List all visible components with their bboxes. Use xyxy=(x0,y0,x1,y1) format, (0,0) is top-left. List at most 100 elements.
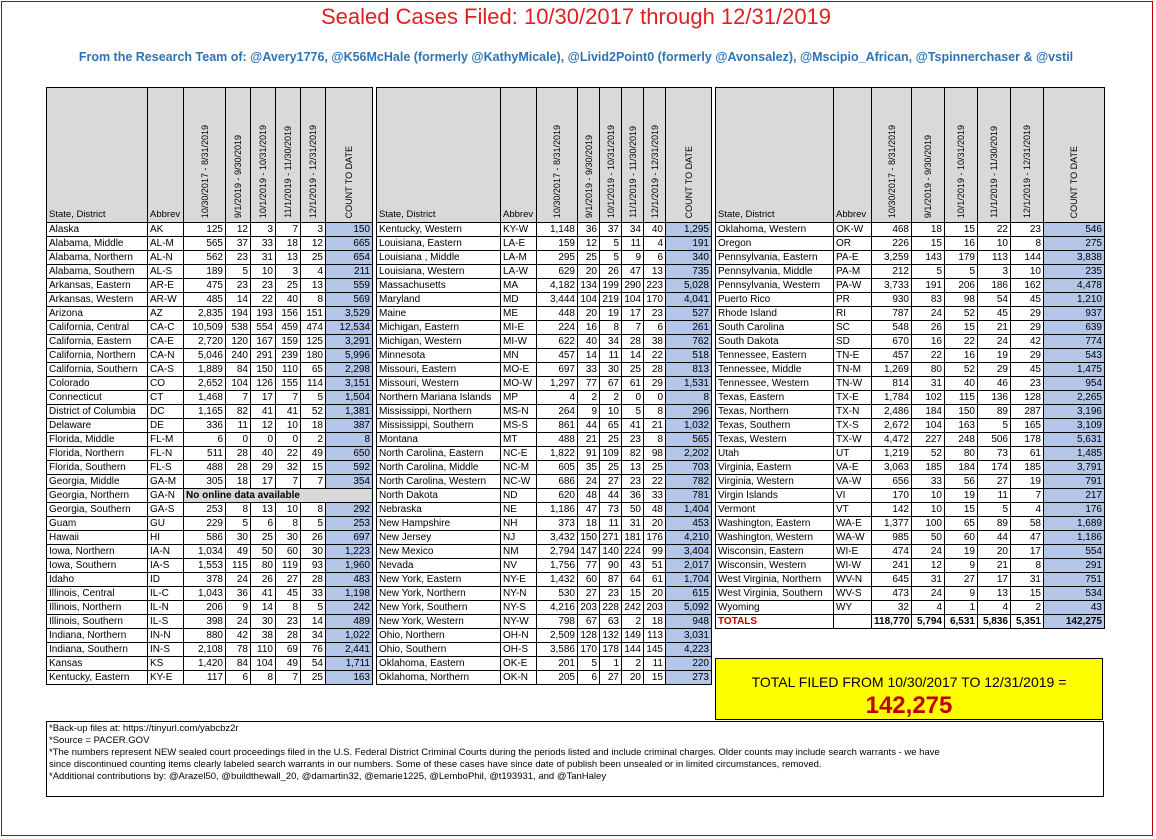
period-value-cell: 125 xyxy=(183,222,226,237)
column-header-period: 12/1/2019 - 12/31/2019 xyxy=(643,87,666,223)
period-value-cell: 8 xyxy=(599,320,622,335)
period-value-cell: 33 xyxy=(911,474,945,489)
table-row: Arkansas, Eastern AR-E 475 23 23 25 13 559 xyxy=(46,278,373,293)
period-value-cell: 22 xyxy=(250,292,276,307)
district-cell: Ohio, Northern xyxy=(376,628,501,643)
count-to-date-cell: 261 xyxy=(665,320,712,335)
abbrev-cell: MA xyxy=(500,278,537,293)
abbrev-cell: TX-W xyxy=(833,432,872,447)
period-value-cell: 670 xyxy=(871,334,912,349)
period-value-cell: 25 xyxy=(275,278,301,293)
count-to-date-cell: 3,196 xyxy=(1043,404,1105,419)
period-value-cell: 10,509 xyxy=(183,320,226,335)
period-value-cell: 73 xyxy=(599,502,622,517)
district-cell: Kansas xyxy=(46,656,148,671)
totals-value-cell: 5,794 xyxy=(911,614,945,629)
count-to-date-cell: 543 xyxy=(1043,348,1105,363)
period-value-cell: 7 xyxy=(275,670,301,685)
period-value-cell: 21 xyxy=(643,418,666,433)
district-cell: Rhode Island xyxy=(715,306,834,321)
period-value-cell: 13 xyxy=(250,502,276,517)
period-value-cell: 29 xyxy=(250,460,276,475)
table-row: Florida, Southern FL-S 488 28 29 32 15 592 xyxy=(46,460,373,475)
column-header-period-label: 9/1/2019 - 9/30/2019 xyxy=(923,134,933,218)
column-header-period-label: 10/1/2019 - 10/31/2019 xyxy=(258,124,268,218)
period-value-cell: 18 xyxy=(225,474,251,489)
abbrev-cell: WV-S xyxy=(833,586,872,601)
table-row: Alabama, Northern AL-N 562 23 31 13 25 654 xyxy=(46,250,373,265)
period-value-cell: 47 xyxy=(1010,530,1044,545)
abbrev-cell: NY-N xyxy=(500,586,537,601)
period-value-cell: 686 xyxy=(536,474,578,489)
abbrev-cell: DE xyxy=(147,418,184,433)
period-value-cell: 89 xyxy=(977,516,1011,531)
period-value-cell: 475 xyxy=(183,278,226,293)
period-value-cell: 128 xyxy=(1010,390,1044,405)
period-value-cell: 15 xyxy=(911,236,945,251)
abbrev-cell: IN-N xyxy=(147,628,184,643)
period-value-cell: 37 xyxy=(599,222,622,237)
period-value-cell: 179 xyxy=(944,250,978,265)
period-value-cell: 5 xyxy=(944,264,978,279)
abbrev-cell: TN-W xyxy=(833,376,872,391)
period-value-cell: 193 xyxy=(250,306,276,321)
table-row: Alabama, Middle AL-M 565 37 33 18 12 665 xyxy=(46,236,373,251)
period-value-cell: 125 xyxy=(300,334,326,349)
period-value-cell: 20 xyxy=(621,670,644,685)
table-row: Washington, Eastern WA-E 1,377 100 65 89 58 1,6… xyxy=(715,516,1105,531)
period-value-cell: 10 xyxy=(275,502,301,517)
period-value-cell: 44 xyxy=(977,530,1011,545)
period-value-cell: 10 xyxy=(250,264,276,279)
period-value-cell: 25 xyxy=(599,460,622,475)
period-value-cell: 6 xyxy=(225,670,251,685)
table-row: Florida, Middle FL-M 6 0 0 0 2 8 xyxy=(46,432,373,447)
period-value-cell: 34 xyxy=(300,628,326,643)
period-value-cell: 134 xyxy=(577,278,600,293)
district-cell: Idaho xyxy=(46,572,148,587)
period-value-cell: 23 xyxy=(621,432,644,447)
note-line: *Back-up files at: https://tinyurl.com/y… xyxy=(49,723,239,734)
count-to-date-cell: 5,092 xyxy=(665,600,712,615)
period-value-cell: 7 xyxy=(275,390,301,405)
period-value-cell: 43 xyxy=(621,558,644,573)
period-value-cell: 8 xyxy=(300,502,326,517)
table-row: Indiana, Northern IN-N 880 42 38 28 34 1,022 xyxy=(46,628,373,643)
district-cell: Maryland xyxy=(376,292,501,307)
count-to-date-cell: 1,704 xyxy=(665,572,712,587)
table-row: Georgia, Middle GA-M 305 18 17 7 7 354 xyxy=(46,474,373,489)
count-to-date-cell: 176 xyxy=(1043,502,1105,517)
count-to-date-cell: 296 xyxy=(665,404,712,419)
count-to-date-cell: 762 xyxy=(665,334,712,349)
abbrev-cell: NM xyxy=(500,544,537,559)
period-value-cell: 20 xyxy=(643,516,666,531)
period-value-cell: 18 xyxy=(911,222,945,237)
abbrev-cell: FL-N xyxy=(147,446,184,461)
abbrev-cell: VA-W xyxy=(833,474,872,489)
district-cell: Kentucky, Eastern xyxy=(46,670,148,685)
abbrev-cell: LA-W xyxy=(500,264,537,279)
totals-row: TOTALS 118,770 5,794 6,531 5,836 5,351 142,275 xyxy=(715,614,1105,629)
count-to-date-cell: 518 xyxy=(665,348,712,363)
abbrev-cell: FL-M xyxy=(147,432,184,447)
abbrev-cell: OH-S xyxy=(500,642,537,657)
abbrev-cell: AL-M xyxy=(147,236,184,251)
district-cell: Ohio, Southern xyxy=(376,642,501,657)
district-cell: Alaska xyxy=(46,222,148,237)
period-value-cell: 291 xyxy=(250,348,276,363)
table-row: Michigan, Western MI-W 622 40 34 28 38 762 xyxy=(376,334,712,349)
district-cell: Texas, Western xyxy=(715,432,834,447)
district-cell: Pennsylvania, Western xyxy=(715,278,834,293)
period-value-cell: 36 xyxy=(621,488,644,503)
period-value-cell: 219 xyxy=(599,292,622,307)
district-cell: Colorado xyxy=(46,376,148,391)
count-to-date-cell: 3,529 xyxy=(325,306,373,321)
column-header-period: 12/1/2019 - 12/31/2019 xyxy=(1010,87,1044,223)
count-to-date-cell: 2,298 xyxy=(325,362,373,377)
period-value-cell: 8 xyxy=(225,502,251,517)
period-value-cell: 5 xyxy=(225,264,251,279)
column-header-period-label: 11/1/2019 - 11/30/2019 xyxy=(989,126,999,218)
period-value-cell: 27 xyxy=(275,572,301,587)
column-header-count: COUNT TO DATE xyxy=(665,87,712,223)
period-value-cell: 474 xyxy=(871,544,912,559)
table-row: Wisconsin, Western WI-W 241 12 9 21 8 291 xyxy=(715,558,1105,573)
